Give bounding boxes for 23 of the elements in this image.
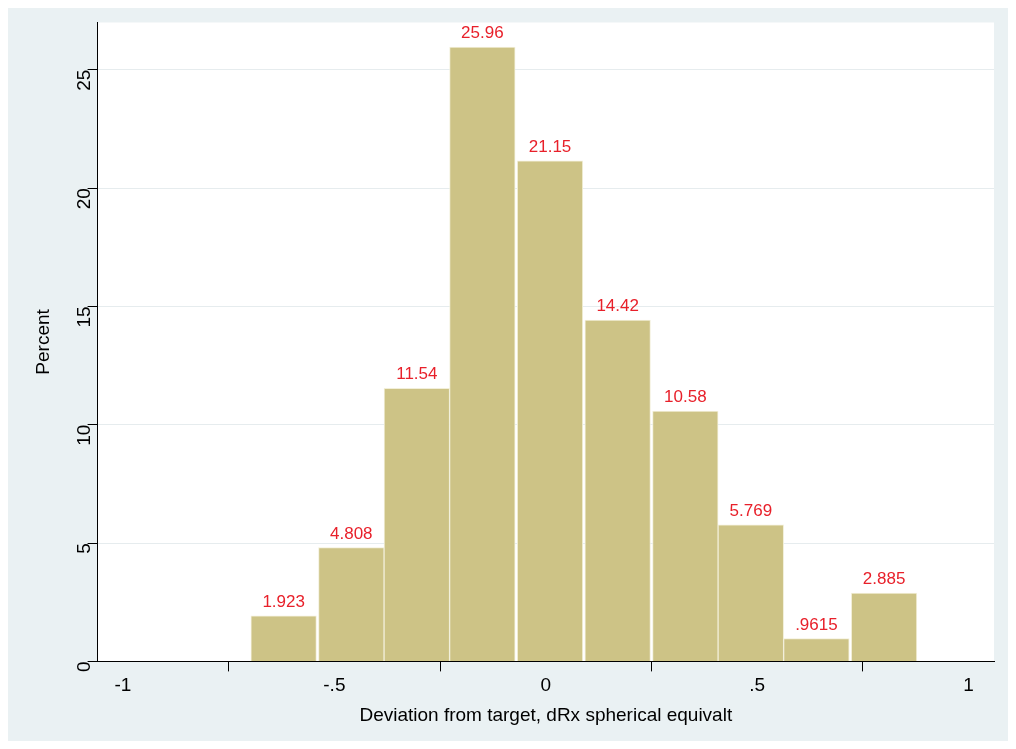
data-label: .9615 [795, 614, 838, 634]
x-axis-title: Deviation from target, dRx spherical equivalt [359, 703, 733, 725]
y-tick-label: 20 [72, 188, 94, 210]
data-label: 2.885 [862, 569, 906, 589]
x-tick-label: .5 [749, 674, 766, 696]
data-label: 4.808 [330, 523, 373, 543]
data-label: 14.42 [596, 296, 639, 316]
data-label: 25.96 [461, 23, 504, 43]
y-tick-label: 10 [72, 424, 94, 446]
data-label: 1.923 [262, 592, 305, 612]
x-tick-label: 1 [963, 674, 974, 696]
y-axis-title: Percent [31, 308, 53, 375]
data-label: 11.54 [396, 364, 438, 384]
y-tick-label: 25 [72, 69, 94, 91]
x-tick-label: -1 [114, 674, 132, 696]
x-tick-label: 0 [540, 674, 552, 696]
data-label: 5.769 [729, 501, 773, 521]
data-label: 10.58 [664, 387, 707, 407]
x-tick-label: -.5 [323, 674, 346, 696]
data-label: 21.15 [528, 137, 572, 157]
y-tick-label: 0 [72, 661, 94, 672]
y-tick-label: 5 [72, 543, 94, 554]
y-tick-label: 15 [72, 306, 94, 328]
